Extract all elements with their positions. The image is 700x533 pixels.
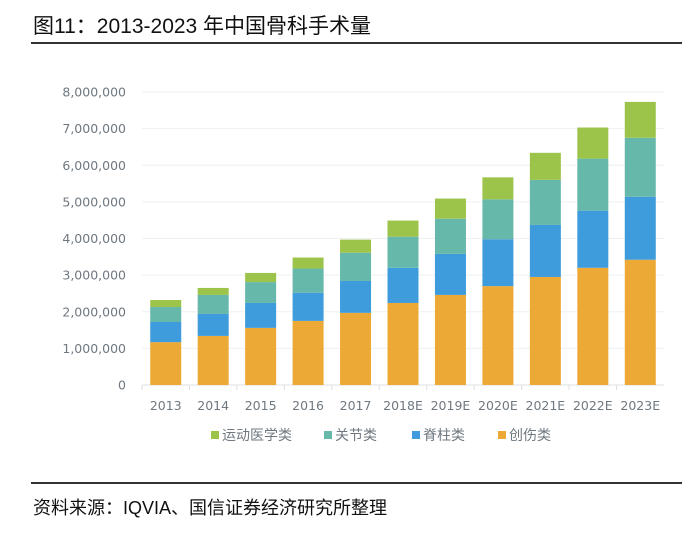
- bar-segment: [292, 292, 324, 321]
- y-tick-label: 7,000,000: [62, 121, 126, 136]
- legend-item: 关节类: [324, 428, 377, 444]
- y-tick-label: 2,000,000: [62, 304, 126, 319]
- bar-segment: [245, 272, 277, 283]
- bar-segment: [482, 239, 514, 287]
- y-tick-label: 0: [118, 378, 126, 393]
- x-tick-label: 2017: [340, 398, 372, 413]
- bar-segment: [245, 302, 277, 328]
- legend-swatch: [211, 431, 219, 439]
- x-tick-label: 2015: [245, 398, 277, 413]
- bar-segment: [340, 252, 372, 281]
- bar-segment: [340, 312, 372, 385]
- legend-label: 运动医学类: [222, 428, 292, 444]
- legend-swatch: [324, 431, 332, 439]
- bar-segment: [245, 282, 277, 303]
- bar-segment: [197, 294, 229, 314]
- bar-segment: [150, 322, 182, 343]
- bar-segment: [529, 179, 561, 225]
- bar-segment: [529, 152, 561, 180]
- bar-segment: [340, 280, 372, 313]
- figure-title: 图11：2013-2023 年中国骨科手术量: [33, 15, 372, 38]
- y-tick-label: 4,000,000: [62, 231, 126, 246]
- bar-segment: [434, 198, 466, 219]
- bar-segment: [624, 101, 656, 138]
- bar-segment: [387, 236, 419, 268]
- source-note: 资料来源：IQVIA、国信证券经济研究所整理: [33, 498, 388, 518]
- bar-segment: [150, 306, 182, 323]
- bars: [150, 101, 656, 385]
- bar-segment: [577, 267, 609, 385]
- legend-swatch: [412, 431, 420, 439]
- bar-segment: [434, 294, 466, 385]
- x-tick-label: 2016: [292, 398, 324, 413]
- x-tick-label: 2023E: [620, 398, 660, 413]
- y-tick-label: 8,000,000: [62, 85, 126, 100]
- y-axis-ticks: 0 1,000,000 2,000,000 3,000,000 4,000,000 5,0…: [62, 85, 126, 393]
- x-tick-label: 2014: [197, 398, 229, 413]
- legend-label: 关节类: [335, 428, 377, 444]
- legend-item: 创伤类: [498, 428, 551, 444]
- bar-segment: [624, 196, 656, 260]
- bar-segment: [197, 287, 229, 295]
- legend-label: 脊柱类: [423, 428, 465, 444]
- bar-segment: [340, 239, 372, 253]
- y-tick-label: 5,000,000: [62, 194, 126, 209]
- bar-segment: [624, 259, 656, 385]
- bar-segment: [150, 300, 182, 307]
- bottom-rule: [31, 482, 682, 484]
- x-tick-label: 2019E: [431, 398, 471, 413]
- bar-segment: [624, 137, 656, 197]
- bar-segment: [292, 268, 324, 293]
- bar-segment: [577, 210, 609, 268]
- bar-segment: [529, 276, 561, 385]
- x-tick-label: 2013: [150, 398, 182, 413]
- bar-segment: [150, 342, 182, 385]
- y-tick-label: 1,000,000: [62, 341, 126, 356]
- legend-label: 创伤类: [509, 428, 551, 444]
- y-tick-label: 6,000,000: [62, 158, 126, 173]
- bar-segment: [387, 267, 419, 303]
- bar-segment: [292, 257, 324, 269]
- bar-segment: [292, 320, 324, 385]
- bar-segment: [529, 224, 561, 277]
- bar-segment: [245, 327, 277, 385]
- top-rule: [31, 42, 682, 44]
- legend-item: 脊柱类: [412, 428, 465, 444]
- legend: 运动医学类 关节类 脊柱类 创伤类: [211, 428, 551, 444]
- x-tick-label: 2020E: [478, 398, 518, 413]
- legend-item: 运动医学类: [211, 428, 292, 444]
- bar-segment: [434, 218, 466, 254]
- x-axis-ticks: 2013 2014 2015 2016 2017 2018E 2019E 2020E 2021E…: [141, 385, 660, 413]
- x-tick-label: 2022E: [573, 398, 613, 413]
- bar-segment: [434, 253, 466, 295]
- bar-segment: [482, 177, 514, 200]
- x-tick-label: 2021E: [526, 398, 566, 413]
- bar-segment: [387, 302, 419, 385]
- bar-segment: [577, 127, 609, 159]
- bar-segment: [482, 199, 514, 240]
- bar-segment: [482, 286, 514, 385]
- legend-swatch: [498, 431, 506, 439]
- bar-segment: [197, 313, 229, 336]
- x-tick-label: 2018E: [383, 398, 423, 413]
- bar-segment: [387, 220, 419, 237]
- bar-segment: [197, 335, 229, 385]
- y-tick-label: 3,000,000: [62, 268, 126, 283]
- bar-segment: [577, 158, 609, 211]
